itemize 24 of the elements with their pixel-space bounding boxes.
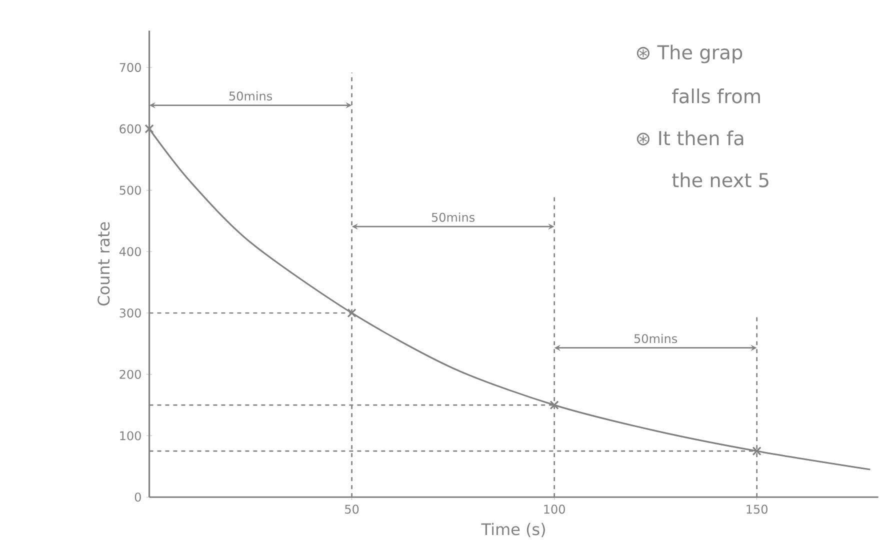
annotation: 50mins — [432, 212, 475, 222]
x-tick-label: 50 — [345, 504, 359, 514]
y-tick-label: 0 — [134, 492, 141, 502]
annotation: 50mins — [229, 91, 272, 100]
y-tick-label: 100 — [120, 430, 141, 440]
x-tick-label: 100 — [544, 504, 565, 514]
y-tick-label: 400 — [119, 246, 141, 256]
annotation: ⊛ The grap — [636, 44, 742, 64]
annotation: 50mins — [634, 334, 678, 343]
y-tick-label: 500 — [120, 185, 141, 195]
point — [550, 400, 559, 410]
annotation: falls from — [672, 88, 760, 104]
y-tick-label: 200 — [120, 370, 141, 379]
point — [347, 308, 356, 318]
x-tick-label: 150 — [746, 504, 768, 514]
annotation: the next 5 — [672, 172, 768, 188]
y-tick-label: 700 — [120, 62, 141, 72]
x-axis-title: Time (s) — [481, 522, 545, 537]
y-tick-label: 600 — [120, 124, 141, 134]
y-axis-title: Count rate — [98, 222, 110, 306]
y-tick-label: 300 — [120, 308, 141, 318]
point — [752, 446, 762, 456]
annotation: ⊛ It then fa — [636, 130, 744, 146]
point — [144, 124, 154, 134]
